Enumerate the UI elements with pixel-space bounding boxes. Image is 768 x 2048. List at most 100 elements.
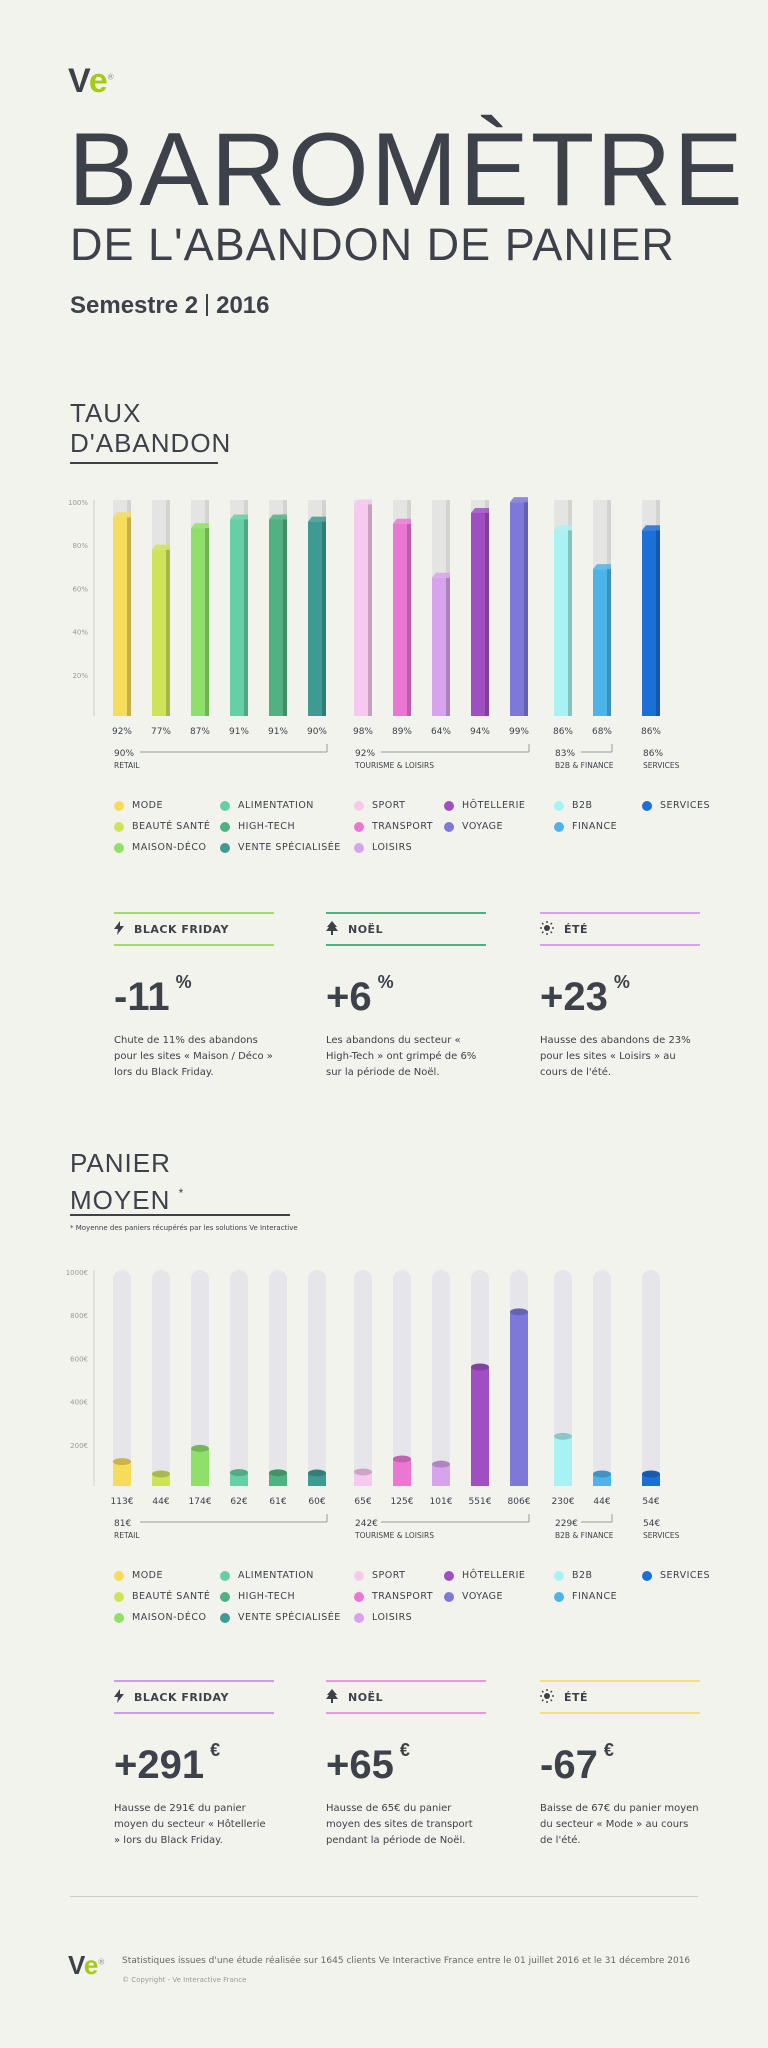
bar-track <box>354 1270 372 1486</box>
bar-5: 60€ <box>308 1270 326 1507</box>
bar-top <box>113 512 131 518</box>
bar-side <box>368 504 372 716</box>
tree-icon <box>326 920 338 938</box>
value-label: 551€ <box>469 1497 492 1507</box>
sun-icon <box>540 1688 554 1706</box>
card-top-rule <box>326 912 486 914</box>
bar-fill <box>269 519 287 716</box>
bolt-icon <box>114 1688 124 1706</box>
legend-swatch <box>354 842 364 853</box>
bar-9: 551€ <box>469 1270 492 1507</box>
legend-swatch <box>220 821 230 832</box>
value-label: 99% <box>509 727 529 737</box>
legend-label: HIGH-TECH <box>238 821 296 832</box>
legend-item: FINANCE <box>554 821 617 832</box>
bar-top <box>471 507 489 513</box>
card-title: ÉTÉ <box>564 922 589 936</box>
bar-track <box>642 1270 660 1486</box>
card-unit: % <box>175 972 192 992</box>
value-label: 92% <box>112 727 132 737</box>
bar-cap <box>113 1458 131 1466</box>
card-top-rule <box>114 1680 274 1682</box>
legend-label: MODE <box>132 800 163 811</box>
footer-copyright: © Copyright - Ve Interactive France <box>122 1976 247 1984</box>
y-tick-label: 20% <box>72 672 88 680</box>
card-header: BLACK FRIDAY <box>114 1682 274 1712</box>
group-name: SERVICES <box>643 1531 680 1540</box>
value-label: 113€ <box>111 1497 134 1507</box>
bar-top <box>393 518 411 524</box>
group-services: 54€ SERVICES <box>643 1519 680 1540</box>
group-name: TOURISME & LOISIRS <box>354 1531 434 1540</box>
card-title: BLACK FRIDAY <box>134 922 229 936</box>
legend-swatch <box>354 800 364 811</box>
group-tourisme-loisirs: 92% TOURISME & LOISIRS <box>354 744 530 770</box>
panier-note: * Moyenne des paniers récupérés par les … <box>70 1224 298 1232</box>
legend-item: ALIMENTATION <box>220 1570 314 1581</box>
bar-2: 87% <box>190 500 210 737</box>
legend-swatch <box>114 1591 124 1602</box>
bar-3: 91% <box>229 500 249 737</box>
bar-10: 806€ <box>508 1270 531 1507</box>
legend-item: FINANCE <box>554 1591 617 1602</box>
card-text: Baisse de 67€ du panier moyen du secteur… <box>540 1803 699 1846</box>
card-header: NOËL <box>326 1682 486 1712</box>
legend-swatch <box>354 1591 364 1602</box>
legend-item: LOISIRS <box>354 1612 412 1623</box>
value-label: 90% <box>307 727 327 737</box>
legend-item: MODE <box>114 800 163 811</box>
bar-track <box>113 1270 131 1486</box>
footer-statement: Statistiques issues d'une étude réalisée… <box>122 1956 691 1966</box>
legend-item: BEAUTÉ SANTÉ <box>114 821 210 832</box>
semester-label: Semestre 2 2016 <box>70 292 270 319</box>
section-underline <box>70 1214 290 1216</box>
section-title-panier: PANIER MOYEN * <box>70 1148 185 1215</box>
legend-label: TRANSPORT <box>372 821 434 832</box>
group-name: RETAIL <box>114 1531 140 1540</box>
legend-swatch <box>220 1570 230 1581</box>
bar-track <box>593 1270 611 1486</box>
bar-fill <box>113 1461 131 1486</box>
card-top-rule <box>326 1680 486 1682</box>
legend-label: B2B <box>572 1570 593 1581</box>
legend-item: MAISON-DÉCO <box>114 842 206 853</box>
bolt-icon <box>114 920 124 938</box>
bar-fill <box>113 517 131 716</box>
legend-abandon: MODE BEAUTÉ SANTÉ MAISON-DÉCO ALIMENTATION H… <box>0 800 768 866</box>
card-value: -11% <box>114 972 192 1019</box>
card-title: NOËL <box>348 922 384 936</box>
legend-swatch <box>444 821 454 832</box>
legend-swatch <box>554 1570 564 1581</box>
value-label: 54€ <box>642 1497 659 1507</box>
card-unit: € <box>210 1740 221 1760</box>
group-total: 242€ <box>355 1519 378 1529</box>
bar-cap <box>354 1468 372 1476</box>
card-mid-rule <box>540 944 700 946</box>
card-header: NOËL <box>326 914 486 944</box>
ve-logo: Ve® <box>68 62 114 100</box>
group-total: 90% <box>114 749 134 759</box>
legend-item: ALIMENTATION <box>220 800 314 811</box>
legend-label: BEAUTÉ SANTÉ <box>132 1591 211 1602</box>
card-text: Hausse des abandons de 23% pour les site… <box>540 1035 691 1078</box>
legend-swatch <box>220 1591 230 1602</box>
legend-swatch <box>114 842 124 853</box>
bar-top <box>554 525 572 531</box>
y-tick-label: 100% <box>68 499 88 507</box>
value-label: 98% <box>353 727 373 737</box>
bar-track <box>230 1270 248 1486</box>
card-unit: € <box>603 1740 614 1760</box>
bar-cap <box>393 1455 411 1463</box>
bar-12: 44€ <box>593 1270 611 1507</box>
highlight-card: NOËL +65 € Hausse de 65€ du panier moyen … <box>326 1680 486 1849</box>
bar-top <box>191 523 209 529</box>
group-total: 229€ <box>555 1519 578 1529</box>
bar-fill <box>230 1472 248 1486</box>
bar-fill <box>393 1459 411 1486</box>
card-header: ÉTÉ <box>540 914 700 944</box>
legend-swatch <box>444 1570 454 1581</box>
legend-label: SPORT <box>372 1570 406 1581</box>
value-label: 44€ <box>152 1497 169 1507</box>
bar-0: 92% <box>112 500 132 737</box>
bar-side <box>407 523 411 716</box>
